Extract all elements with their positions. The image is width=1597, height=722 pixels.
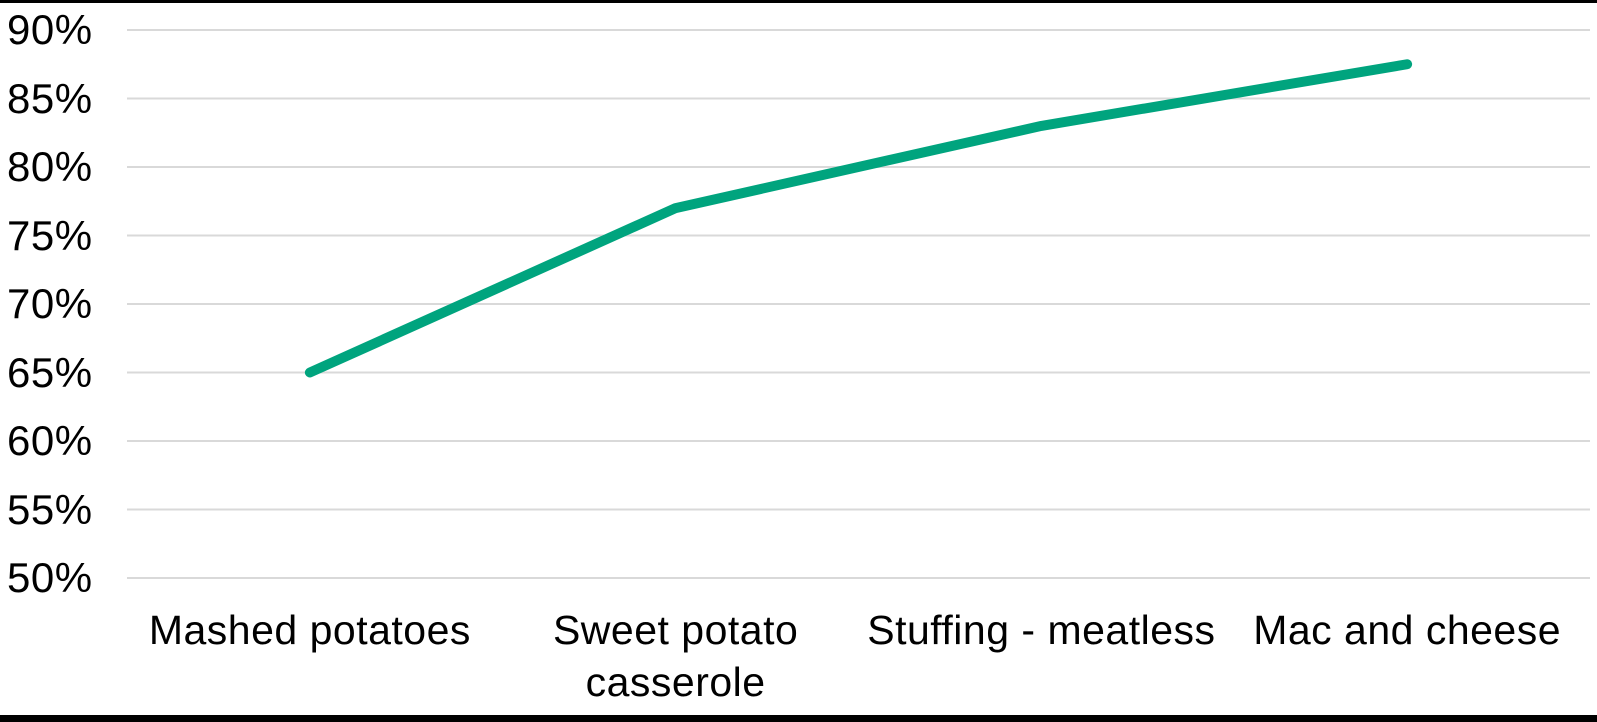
bottom-border-bar [0,715,1597,722]
y-tick-label: 75% [7,211,93,259]
y-tick-label: 70% [7,280,93,327]
gridlines-group [127,29,1590,579]
y-tick-label: 90% [7,6,93,53]
y-tick-label: 65% [7,348,93,396]
y-tick-label: 85% [7,74,93,122]
x-category-label: Mashed potatoes [148,607,471,653]
y-tick-label: 50% [7,554,93,601]
x-category-label: Stuffing - meatless [867,607,1216,653]
x-category-label: Sweet potato casserole [552,607,799,705]
y-tick-label: 60% [7,417,93,464]
top-border-bar [0,0,1597,3]
y-tick-label: 55% [7,485,93,533]
y-tick-label: 80% [7,143,93,190]
x-category-label: Mac and cheese [1253,607,1562,653]
series-line [304,59,1413,378]
